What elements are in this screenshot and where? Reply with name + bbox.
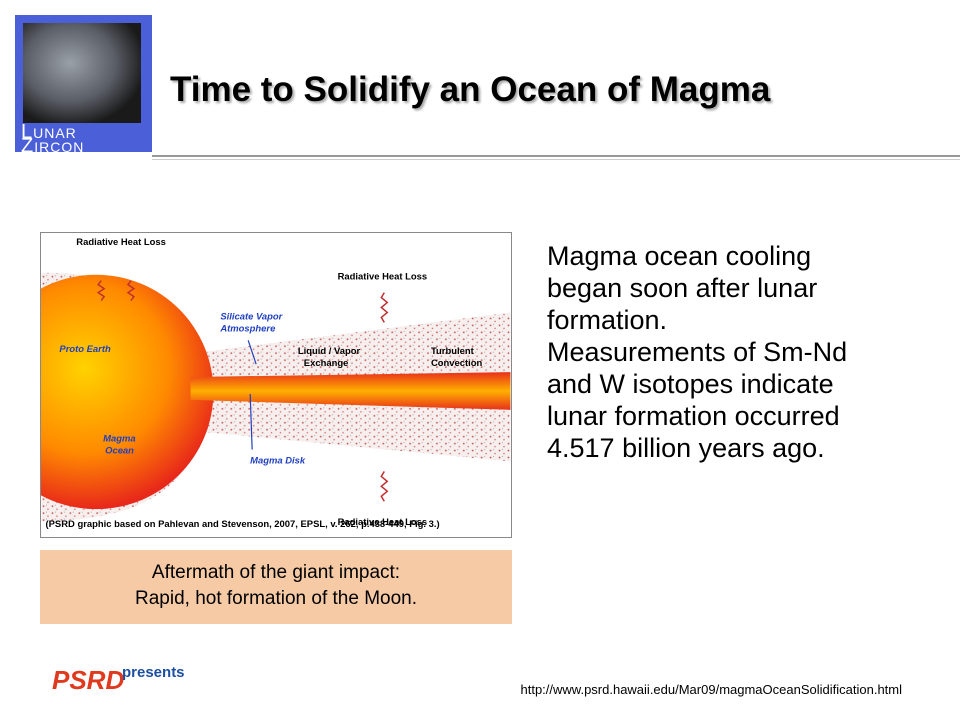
brand-presents: presents xyxy=(122,664,185,681)
figure-credit: (PSRD graphic based on Pahlevan and Stev… xyxy=(46,518,440,529)
figure-label: Exchange xyxy=(304,357,349,368)
caption-line: Aftermath of the giant impact: xyxy=(151,562,401,583)
source-url: http://www.psrd.hawaii.edu/Mar09/magmaOc… xyxy=(520,682,902,697)
figure-label: Liquid / Vapor xyxy=(298,345,361,356)
figure-label: Proto Earth xyxy=(59,343,111,354)
body-line: and W isotopes indicate xyxy=(547,369,834,399)
rule xyxy=(152,159,960,160)
body-line: lunar formation occurred xyxy=(547,401,840,431)
body-text: Magma ocean cooling began soon after luna… xyxy=(547,240,847,464)
logo: Lunar Zircon xyxy=(15,15,152,157)
figure-label: Silicate Vapor xyxy=(220,310,283,321)
figure-label: Convection xyxy=(431,357,483,368)
logo-text: Lunar xyxy=(21,121,77,143)
body-line: Measurements of Sm-Nd xyxy=(547,337,848,367)
body-line: began soon after lunar xyxy=(547,273,818,303)
logo-image xyxy=(23,23,141,123)
body-line: 4.517 billion years ago. xyxy=(547,433,825,463)
body-line: Magma ocean cooling xyxy=(547,241,812,271)
figure-label: Magma xyxy=(103,433,135,444)
logo-text: Zircon xyxy=(21,135,85,157)
rule xyxy=(152,155,960,157)
brand-logo: PSRD xyxy=(52,665,125,695)
figure-label: Radiative Heat Loss xyxy=(338,516,428,527)
title: Time to Solidify an Ocean of Magma xyxy=(170,70,771,109)
figure-label: Radiative Heat Loss xyxy=(338,271,428,282)
caption-line: Rapid, hot formation of the Moon. xyxy=(135,588,417,609)
figure-label: Radiative Heat Loss xyxy=(76,236,166,247)
figure-label: Turbulent xyxy=(431,345,475,356)
figure-label: Magma Disk xyxy=(250,454,306,465)
body-line: formation. xyxy=(547,305,668,335)
caption: Aftermath of the giant impact: Rapid, ho… xyxy=(40,550,512,624)
figure-label: Ocean xyxy=(105,445,134,456)
figure-label: Atmosphere xyxy=(219,322,275,333)
figure: Radiative Heat Loss Radiative Heat Loss … xyxy=(40,232,512,538)
